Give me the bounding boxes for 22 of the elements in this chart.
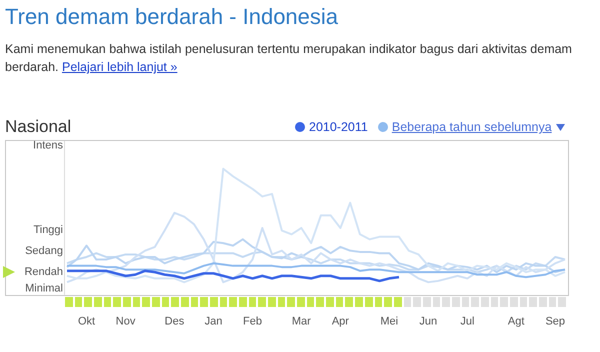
legend-label: 2010-2011 [309, 120, 368, 134]
x-tick-label: Jul [460, 315, 474, 328]
annotation: Sedang [25, 245, 63, 257]
annotation: Rendah [24, 266, 63, 278]
chart-title: Tren demam berdarah - Indonesia [5, 4, 338, 30]
x-tick-label: Jan [204, 315, 222, 328]
x-tick-label: Des [164, 315, 185, 328]
text: Intens [33, 140, 64, 152]
chart-subtitle: Nasional [5, 117, 72, 137]
text: Pelajari lebih lanjut » [62, 60, 178, 74]
x-tick-label: Sep [545, 315, 566, 328]
x-tick-label: Nov [116, 315, 136, 328]
x-tick-label: Jun [419, 315, 438, 328]
x-tick-label: Agt [508, 315, 524, 328]
x-tick-label: Mar [292, 315, 312, 328]
x-tick-label: Okt [78, 315, 96, 328]
legend-label: Beberapa tahun sebelumnya [392, 120, 552, 134]
annotation: Tinggi [33, 224, 63, 236]
x-tick-label: Apr [332, 315, 350, 328]
annotation: Minimal [25, 282, 63, 295]
x-tick-label: Mei [380, 315, 398, 328]
x-tick-label: Feb [243, 315, 262, 328]
